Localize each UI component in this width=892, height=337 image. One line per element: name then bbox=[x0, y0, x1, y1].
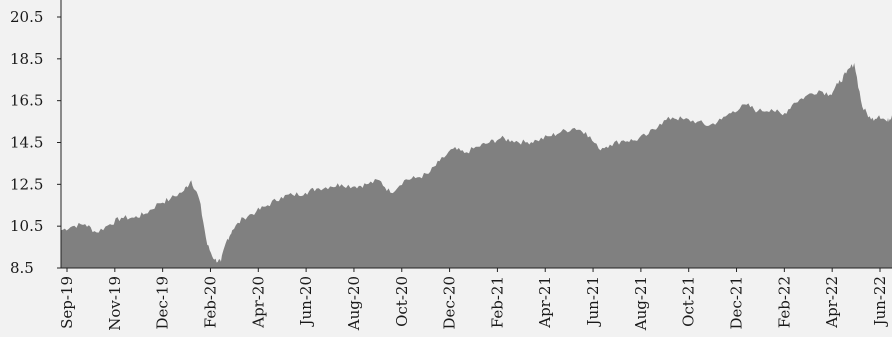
x-tick-label: Feb-22 bbox=[775, 276, 793, 328]
x-tick-label: Oct-20 bbox=[393, 276, 411, 327]
x-tick-label: Apr-20 bbox=[249, 276, 267, 329]
x-tick-label: Aug-21 bbox=[632, 276, 650, 331]
y-tick-label: 14.5 bbox=[10, 134, 43, 152]
y-tick-label: 12.5 bbox=[10, 175, 43, 193]
x-tick-label: Apr-21 bbox=[536, 276, 554, 329]
x-tick-label: Feb-21 bbox=[488, 276, 506, 328]
x-tick-label: Jun-21 bbox=[584, 276, 602, 328]
y-tick-label: 16.5 bbox=[10, 92, 43, 110]
x-tick-label: Dec-21 bbox=[728, 276, 746, 329]
x-axis-ticks: Sep-19 Nov-19 Dec-19 Feb-20 Apr-20 Jun-20 Aug-… bbox=[58, 268, 889, 331]
x-tick-label: Jun-22 bbox=[871, 276, 889, 328]
y-tick-label: 18.5 bbox=[10, 50, 43, 68]
y-tick-label: 20.5 bbox=[10, 8, 43, 26]
x-tick-label: Apr-22 bbox=[823, 276, 841, 329]
y-tick-label: 10.5 bbox=[10, 217, 43, 235]
x-tick-label: Dec-19 bbox=[154, 276, 172, 329]
x-tick-label: Dec-20 bbox=[441, 276, 459, 329]
x-tick-label: Feb-20 bbox=[201, 276, 219, 328]
x-tick-label: Aug-20 bbox=[345, 276, 363, 331]
y-axis-ticks: 8.5 10.5 12.5 14.5 16.5 18.5 20.5 bbox=[10, 8, 61, 277]
x-tick-label: Sep-19 bbox=[58, 276, 76, 329]
x-tick-label: Oct-21 bbox=[680, 276, 698, 327]
x-tick-label: Jun-20 bbox=[297, 276, 315, 328]
y-tick-label: 8.5 bbox=[10, 259, 34, 277]
x-tick-label: Nov-19 bbox=[106, 276, 124, 331]
series-area bbox=[61, 63, 892, 268]
